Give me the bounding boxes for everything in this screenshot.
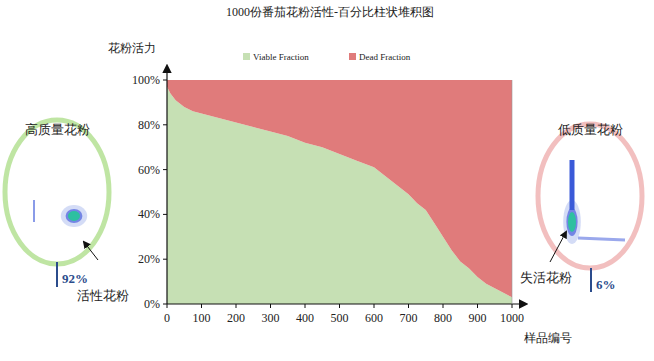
annotation: 活性花粉 (77, 288, 129, 303)
x-axis-label: 样品编号 (524, 331, 572, 345)
inset-cloud (66, 209, 83, 223)
y-tick-label: 100% (132, 73, 160, 87)
x-tick-label: 200 (227, 311, 245, 325)
annotation: 高质量花粉 (25, 122, 90, 137)
inset-cloud (570, 160, 575, 210)
y-tick (163, 124, 167, 125)
x-tick-label: 0 (164, 311, 170, 325)
y-tick-label: 60% (138, 163, 160, 177)
x-tick (236, 304, 237, 308)
inset-core (68, 211, 80, 221)
annotation: 低质量花粉 (558, 122, 623, 137)
legend-label: Viable Fraction (253, 52, 309, 62)
x-tick-label: 500 (331, 311, 349, 325)
x-tick (270, 304, 271, 308)
x-tick (167, 304, 168, 308)
inset-ring (5, 120, 109, 264)
title: 1000份番茄花粉活性-百分比柱状堆积图 (226, 5, 434, 19)
chart: 1000份番茄花粉活性-百分比柱状堆积图 0 100 200 300 400 500 600 7… (0, 0, 654, 361)
x-tick (477, 304, 478, 308)
x-tick-label: 400 (296, 311, 314, 325)
annotation: 6% (596, 277, 616, 292)
y-tick (163, 80, 167, 81)
x-tick-label: 700 (400, 311, 418, 325)
legend-swatch (243, 53, 250, 60)
inset-cloud (61, 205, 87, 227)
y-tick (163, 259, 167, 260)
x-tick (512, 304, 513, 308)
x-tick (201, 304, 202, 308)
x-tick (339, 304, 340, 308)
inset-cloud (566, 208, 577, 236)
x-tick-label: 1000 (500, 311, 524, 325)
y-tick-label: 20% (138, 252, 160, 266)
x-tick (374, 304, 375, 308)
y-tick (163, 214, 167, 215)
annotation-arrow (84, 242, 98, 260)
annotation: 92% (62, 271, 88, 286)
y-tick-label: 40% (138, 207, 160, 221)
inset-ring (538, 124, 642, 268)
plot-frame-right (512, 80, 513, 304)
y-tick-label: 0% (144, 297, 160, 311)
x-axis (167, 303, 526, 304)
y-tick-label: 80% (138, 118, 160, 132)
plot-area (167, 80, 512, 304)
inset-core (568, 212, 576, 232)
y-axis (166, 66, 167, 304)
x-tick (408, 304, 409, 308)
y-tick (163, 304, 167, 305)
area-series (167, 80, 512, 297)
x-tick-label: 800 (434, 311, 452, 325)
annotation-line (56, 262, 58, 287)
x-tick-label: 300 (262, 311, 280, 325)
y-tick (163, 169, 167, 170)
x-tick (305, 304, 306, 308)
x-tick-label: 600 (365, 311, 383, 325)
legend-swatch (349, 53, 356, 60)
annotation: 失活花粉 (520, 270, 572, 285)
legend-label: Dead Fraction (359, 52, 411, 62)
annotation-line (590, 268, 592, 292)
x-tick-label: 900 (469, 311, 487, 325)
inset-cloud (33, 200, 35, 222)
x-tick-label: 100 (193, 311, 211, 325)
x-tick (443, 304, 444, 308)
y-axis-label: 花粉活力 (108, 41, 156, 55)
annotation-arrow (550, 232, 566, 262)
inset-cloud (578, 238, 625, 240)
